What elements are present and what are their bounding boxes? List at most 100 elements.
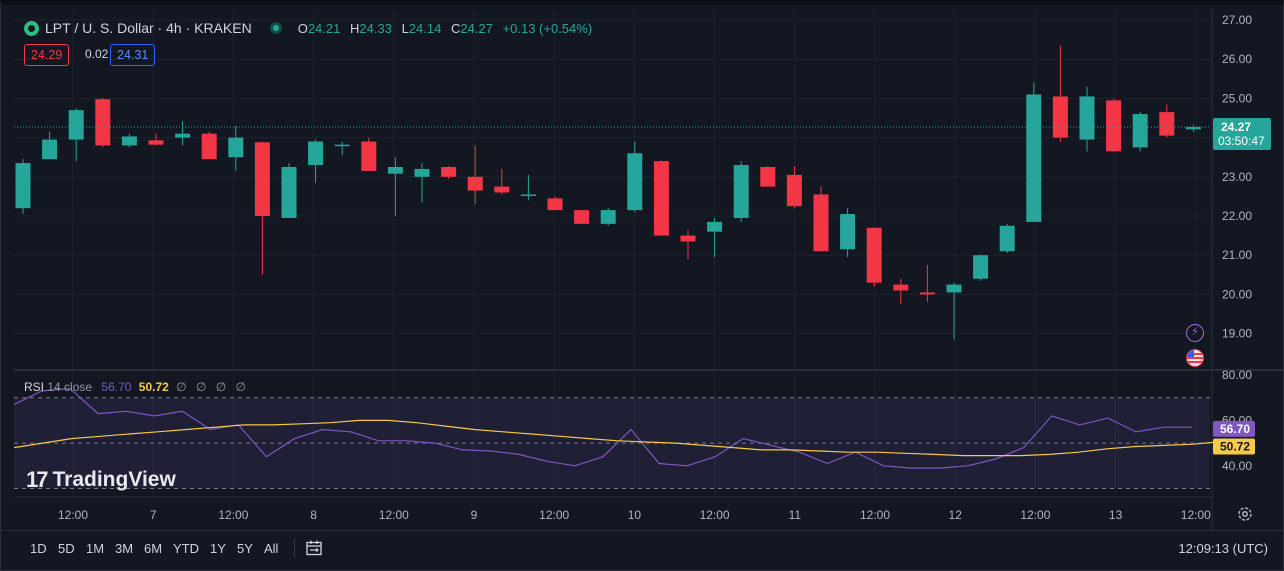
ohlc-values: O24.21 H24.33 L24.14 C24.27 +0.13 (+0.54… xyxy=(297,20,593,36)
lpt-coin-icon xyxy=(24,20,39,36)
rsi-ma-tag xyxy=(1213,438,1255,455)
time-axis-label: 13 xyxy=(1109,508,1123,522)
rsi-ma-line xyxy=(13,419,1223,457)
sell-price-button[interactable]: 24.29 xyxy=(24,44,70,66)
range-all-button[interactable]: All xyxy=(264,541,279,556)
price-axis-label: 26.00 xyxy=(1222,52,1252,66)
time-axis-label: 8 xyxy=(310,508,317,522)
current-price-value: 24.27 xyxy=(1221,120,1251,134)
time-axis-label: 12:00 xyxy=(1181,508,1211,522)
candle-up xyxy=(281,167,297,218)
candle-down xyxy=(760,167,776,187)
candle-down xyxy=(653,161,669,236)
time-axis-label: 12:00 xyxy=(218,508,248,522)
rsi-value-tag-text: 56.70 xyxy=(1220,422,1250,436)
price-axis-label: 19.00 xyxy=(1222,327,1252,341)
rsi-band xyxy=(14,397,1210,489)
open-value: 24.21 xyxy=(307,20,341,36)
candle-down xyxy=(547,198,563,211)
time-axis-label: 12:00 xyxy=(58,508,88,522)
tradingview-logo[interactable]: 17 TradingView xyxy=(26,467,176,493)
candle-up xyxy=(121,136,137,146)
us-flag-icon[interactable] xyxy=(1186,349,1204,367)
rsi-axis-label: 40.00 xyxy=(1222,459,1252,473)
time-axis-label: 12:00 xyxy=(700,508,730,522)
price-axis-label: 22.00 xyxy=(1222,209,1252,223)
bottom-toolbar: 1D 5D 1M 3M 6M YTD 1Y 5Y All 12:09:13 (U… xyxy=(0,530,1284,567)
candle-countdown: 03:50:47 xyxy=(1218,134,1265,148)
rsi-line xyxy=(13,387,1192,469)
change-value: +0.13 (+0.54%) xyxy=(502,20,593,36)
rsi-ma-tag-text: 50.72 xyxy=(1220,439,1250,453)
rsi-legend[interactable]: RSI 14 close 56.70 50.72 ∅ ∅ ∅ ∅ xyxy=(24,380,249,394)
spread-value: 0.02 xyxy=(85,47,109,61)
candle-down xyxy=(494,186,510,193)
candle-up xyxy=(520,194,536,196)
calendar-range-icon[interactable] xyxy=(305,539,323,557)
candle-down xyxy=(1052,96,1068,138)
tradingview-logo-text: TradingView xyxy=(52,468,176,491)
candle-down xyxy=(201,133,217,160)
price-axis-label: 21.00 xyxy=(1222,248,1252,262)
candle-down xyxy=(95,99,111,146)
candle-down xyxy=(148,140,164,145)
range-ytd-button[interactable]: YTD xyxy=(173,541,199,556)
price-axis: 27.0026.0025.0024.0023.0022.0021.0020.00… xyxy=(1222,13,1252,473)
range-1y-button[interactable]: 1Y xyxy=(210,541,226,556)
candle-up xyxy=(387,167,403,174)
candle-down xyxy=(441,167,457,177)
range-6m-button[interactable]: 6M xyxy=(144,541,163,556)
high-value: 24.33 xyxy=(359,20,392,36)
time-axis-label: 12:00 xyxy=(1020,508,1050,522)
candle-up xyxy=(840,214,856,250)
candle-up xyxy=(1185,127,1201,130)
candle-up xyxy=(42,139,58,160)
candle-up xyxy=(973,255,989,279)
price-axis-label: 23.00 xyxy=(1222,170,1252,184)
price-axis-label: 20.00 xyxy=(1222,287,1252,301)
settings-icon[interactable] xyxy=(1237,506,1253,522)
buy-price-button[interactable]: 24.31 xyxy=(110,44,156,66)
symbol-title[interactable]: LPT / U. S. Dollar · 4h · KRAKEN xyxy=(45,20,252,36)
utc-clock[interactable]: 12:09:13 (UTC) xyxy=(1178,541,1268,556)
time-axis-label: 9 xyxy=(471,508,478,522)
market-status-icon[interactable] xyxy=(269,22,282,34)
candle-up xyxy=(627,153,643,211)
range-1d-button[interactable]: 1D xyxy=(30,541,47,556)
candle-up xyxy=(68,110,84,140)
candle-up xyxy=(946,284,962,293)
time-axis: 12:00 7 12:00 8 12:00 9 12:00 10 12:00 11 12:00 12 1… xyxy=(58,508,1211,522)
candle-down xyxy=(919,292,935,295)
current-price-tag xyxy=(1213,118,1271,151)
lightning-icon[interactable]: ⚡ xyxy=(1186,324,1204,342)
candle-down xyxy=(813,194,829,252)
rsi-value-tag xyxy=(1213,420,1255,437)
range-3m-button[interactable]: 3M xyxy=(115,541,134,556)
candle-up xyxy=(308,141,324,166)
candle-down xyxy=(574,210,590,224)
time-axis-label: 12:00 xyxy=(379,508,409,522)
candle-down xyxy=(467,176,483,191)
rsi-value: 56.70 xyxy=(101,380,132,394)
candle-up xyxy=(15,163,31,209)
rsi-axis-label: 80.00 xyxy=(1222,368,1252,382)
range-5y-button[interactable]: 5Y xyxy=(237,541,253,556)
candle-up xyxy=(414,168,430,177)
candle-up xyxy=(228,137,244,158)
candles xyxy=(15,45,1201,340)
candle-up xyxy=(733,165,749,218)
candle-up xyxy=(1132,114,1148,148)
range-1m-button[interactable]: 1M xyxy=(86,541,105,556)
candle-up xyxy=(600,210,616,224)
candle-down xyxy=(361,141,377,171)
range-5d-button[interactable]: 5D xyxy=(58,541,75,556)
time-axis-label: 10 xyxy=(628,508,642,522)
price-axis-label: 25.00 xyxy=(1222,91,1252,105)
rsi-extra-values: ∅ ∅ ∅ ∅ xyxy=(176,380,249,394)
time-axis-label: 12:00 xyxy=(539,508,569,522)
candle-up xyxy=(999,225,1015,252)
low-value: 24.14 xyxy=(408,20,442,36)
chart-legend: LPT / U. S. Dollar · 4h · KRAKEN O24.21 … xyxy=(24,17,592,39)
time-axis-label: 12:00 xyxy=(860,508,890,522)
